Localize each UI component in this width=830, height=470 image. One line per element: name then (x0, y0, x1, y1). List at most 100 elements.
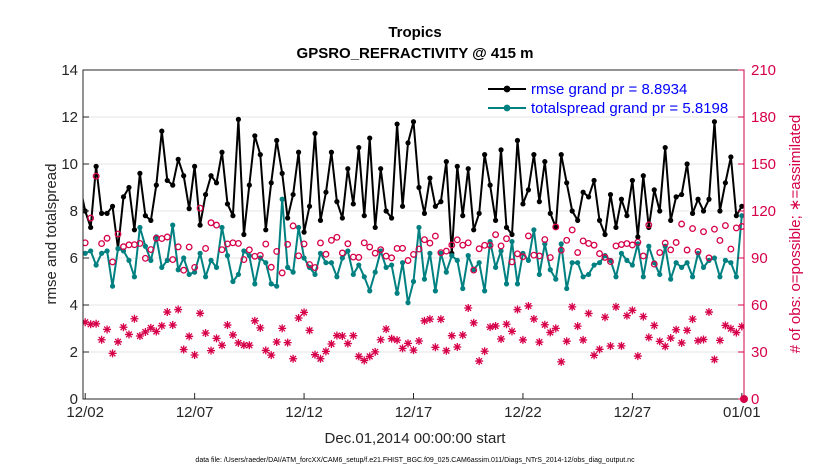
data-point (219, 224, 225, 231)
data-point (394, 290, 400, 296)
data-point (170, 182, 176, 188)
obs-possible-point (634, 238, 642, 246)
data-point (350, 271, 356, 278)
data-point (454, 163, 460, 169)
obs-assimilated-point (130, 314, 139, 323)
obs-assimilated-point (207, 346, 216, 355)
obs-possible-point (103, 234, 111, 242)
data-point (657, 208, 663, 214)
obs-possible-point (579, 237, 587, 245)
data-point (733, 213, 739, 219)
obs-assimilated-point (305, 326, 314, 335)
obs-assimilated-point (633, 352, 642, 361)
data-point (471, 267, 477, 273)
obs-possible-point (661, 239, 669, 247)
obs-assimilated-point (267, 351, 276, 360)
y-tick-label: 2 (70, 344, 78, 361)
obs-assimilated-point (103, 325, 112, 334)
data-point (323, 260, 329, 266)
obs-assimilated-point (217, 341, 226, 350)
data-point (137, 170, 143, 176)
obs-assimilated-point (124, 330, 133, 339)
y-axis-label: rmse and totalspread (43, 164, 60, 305)
obs-possible-point (98, 240, 106, 248)
data-point (673, 260, 679, 266)
obs-assimilated-point (409, 346, 418, 355)
obs-possible-point (656, 249, 664, 256)
data-point (498, 248, 504, 254)
obs-possible-point (306, 261, 313, 269)
data-point (449, 253, 455, 259)
obs-possible-point (596, 250, 603, 258)
data-point (197, 222, 203, 228)
data-point (213, 264, 220, 270)
obs-assimilated-point (590, 351, 599, 360)
data-point (142, 213, 148, 219)
data-point (443, 159, 449, 165)
data-point (192, 163, 198, 169)
obs-assimilated-point (420, 316, 429, 325)
data-point (531, 227, 537, 233)
data-point (230, 213, 236, 219)
data-point (317, 217, 324, 223)
obs-possible-point (541, 236, 549, 243)
obs-possible-point (453, 236, 461, 244)
data-point (378, 166, 384, 172)
obs-assimilated-point (507, 327, 516, 336)
data-point (202, 191, 209, 198)
obs-assimilated-point (661, 342, 670, 351)
obs-assimilated-point (546, 328, 555, 337)
obs-assimilated-point (622, 311, 631, 320)
obs-assimilated-point (442, 346, 451, 355)
data-point (624, 257, 630, 263)
obs-assimilated-point (414, 337, 423, 346)
obs-assimilated-point (497, 334, 506, 343)
data-point (252, 281, 258, 287)
plot-area (82, 69, 745, 400)
obs-possible-point (333, 233, 341, 241)
data-point (465, 166, 471, 172)
data-point (564, 285, 570, 292)
obs-assimilated-point (650, 321, 659, 330)
obs-possible-point (300, 240, 308, 248)
data-point (460, 213, 466, 219)
obs-possible-point (114, 230, 122, 238)
y2-tick-label: 60 (751, 297, 768, 314)
obs-possible-point (377, 246, 385, 254)
obs-assimilated-point (289, 354, 298, 363)
data-point (427, 250, 433, 256)
obs-possible-point (267, 263, 275, 271)
data-point (131, 274, 138, 280)
obs-assimilated-point (491, 321, 500, 330)
data-point (372, 224, 378, 231)
obs-possible-point (524, 232, 532, 240)
data-point (498, 147, 504, 153)
obs-assimilated-point (86, 320, 95, 329)
obs-possible-point (366, 243, 374, 251)
obs-assimilated-point (114, 337, 123, 346)
x-tick-label: 12/27 (614, 404, 652, 421)
data-point (421, 210, 428, 216)
obs-possible-point (716, 237, 724, 244)
obs-assimilated-point (196, 309, 205, 318)
obs-possible-point (689, 225, 697, 232)
obs-possible-point (497, 242, 505, 250)
obs-assimilated-point (371, 347, 380, 356)
data-point (536, 271, 542, 278)
obs-assimilated-point (146, 323, 155, 332)
obs-assimilated-point (601, 313, 610, 322)
obs-assimilated-point (677, 338, 686, 347)
data-point (711, 255, 718, 261)
obs-possible-point (163, 233, 171, 241)
data-point (503, 224, 510, 231)
obs-assimilated-point (387, 334, 396, 343)
obs-possible-point (546, 254, 554, 261)
data-point (339, 215, 345, 221)
obs-possible-point (639, 252, 647, 260)
obs-possible-point (426, 239, 434, 247)
data-point (142, 243, 148, 249)
obs-possible-point (607, 258, 614, 266)
data-point (367, 288, 373, 294)
obs-possible-point (371, 249, 379, 257)
